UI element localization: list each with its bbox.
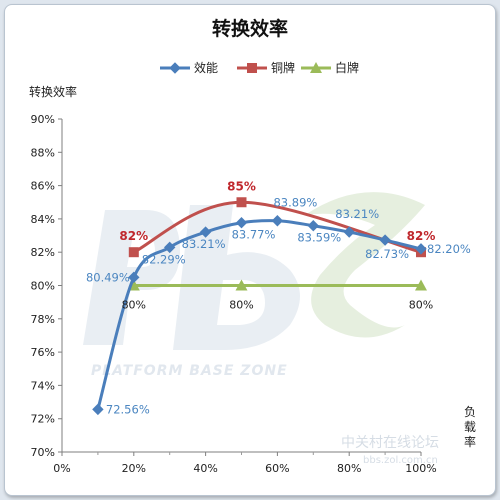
x-axis-label-char: 载 xyxy=(464,420,476,434)
watermark-swoosh xyxy=(305,192,425,338)
data-point xyxy=(92,403,104,416)
legend-marker xyxy=(310,62,322,73)
x-axis-label-char: 率 xyxy=(464,434,476,449)
chart-frame: PLATFORM BASE ZONE 中关村在线论坛 bbs.zol.com.c… xyxy=(4,4,496,496)
legend-label: 白牌 xyxy=(335,60,359,75)
y-tick-label: 84% xyxy=(31,213,55,226)
data-label-efficiency: 83.89% xyxy=(273,196,317,210)
y-tick-label: 86% xyxy=(31,180,55,193)
data-label-efficiency: 80.49% xyxy=(86,270,130,284)
data-point xyxy=(199,226,212,238)
watermark-zol-url: bbs.zol.com.cn xyxy=(363,455,438,466)
axes: 70% 72% 74% 76% 78% 80% 82% 84% 86% 88% 90% 0% 20% 40… xyxy=(31,113,437,475)
data-point xyxy=(343,226,355,238)
data-point xyxy=(128,271,140,284)
legend-item: 铜牌 xyxy=(237,60,295,75)
data-point xyxy=(128,247,139,258)
watermark-platform-text: PLATFORM BASE ZONE xyxy=(91,363,288,379)
legend-label: 铜牌 xyxy=(271,60,295,75)
data-label-white: 80% xyxy=(229,299,253,312)
x-tick-label: 20% xyxy=(122,462,146,475)
series-efficiency xyxy=(92,215,427,416)
y-tick-label: 74% xyxy=(31,379,55,392)
data-label-white: 80% xyxy=(409,299,433,312)
data-label-efficiency: 82.29% xyxy=(142,252,186,266)
y-tick-label: 88% xyxy=(31,146,55,159)
chart-title: 转换效率 xyxy=(212,17,288,40)
data-label-bronze: 82% xyxy=(119,229,148,243)
data-label-efficiency: 83.77% xyxy=(232,228,276,242)
data-point xyxy=(379,234,391,246)
data-point xyxy=(415,243,427,255)
data-label-efficiency: 72.56% xyxy=(106,402,150,416)
x-tick-label: 0% xyxy=(53,462,70,475)
legend: 效能 铜牌 白牌 xyxy=(160,60,359,75)
y-tick-label: 82% xyxy=(31,246,55,259)
data-label-efficiency: 82.73% xyxy=(365,247,409,261)
data-label-efficiency: 83.21% xyxy=(182,237,226,251)
y-tick-label: 80% xyxy=(31,280,55,293)
x-tick-label: 100% xyxy=(405,462,436,475)
legend-item: 效能 xyxy=(160,60,218,75)
x-axis-label: 负载率 xyxy=(464,405,476,449)
efficiency-chart: PLATFORM BASE ZONE 中关村在线论坛 bbs.zol.com.c… xyxy=(29,17,476,475)
legend-label: 效能 xyxy=(194,60,218,75)
y-tick-label: 72% xyxy=(31,413,55,426)
series-line xyxy=(96,219,422,410)
legend-marker xyxy=(247,63,257,73)
data-point xyxy=(415,279,427,291)
data-point xyxy=(236,197,247,208)
x-axis-label-char: 负 xyxy=(464,405,476,419)
watermark-letter-b xyxy=(173,205,300,350)
x-tick-label: 80% xyxy=(337,462,361,475)
data-point xyxy=(307,220,320,232)
x-tick-label: 60% xyxy=(265,462,289,475)
data-label-efficiency: 82.20% xyxy=(427,242,471,256)
data-label-bronze: 85% xyxy=(227,179,256,193)
data-label-efficiency: 83.59% xyxy=(297,231,341,245)
legend-marker xyxy=(169,62,181,74)
y-tick-label: 76% xyxy=(31,346,55,359)
data-point xyxy=(163,241,176,254)
y-axis-label: 转换效率 xyxy=(29,84,77,99)
y-tick-label: 70% xyxy=(31,446,55,459)
legend-item: 白牌 xyxy=(301,60,359,75)
y-tick-label: 90% xyxy=(31,113,55,126)
data-label-white: 80% xyxy=(122,299,146,312)
data-point xyxy=(235,279,248,291)
watermark-zol-cn: 中关村在线论坛 xyxy=(341,435,439,451)
x-tick-label: 40% xyxy=(193,462,217,475)
data-point xyxy=(235,217,248,229)
data-point xyxy=(271,215,284,227)
series-layer xyxy=(92,197,427,416)
data-label-efficiency: 83.21% xyxy=(335,207,379,221)
watermark: PLATFORM BASE ZONE 中关村在线论坛 bbs.zol.com.c… xyxy=(83,192,439,466)
y-tick-label: 78% xyxy=(31,313,55,326)
data-labels: 72.56%80.49%82.29%83.21%83.77%83.89%83.5… xyxy=(86,179,471,416)
data-label-bronze: 82% xyxy=(407,229,436,243)
